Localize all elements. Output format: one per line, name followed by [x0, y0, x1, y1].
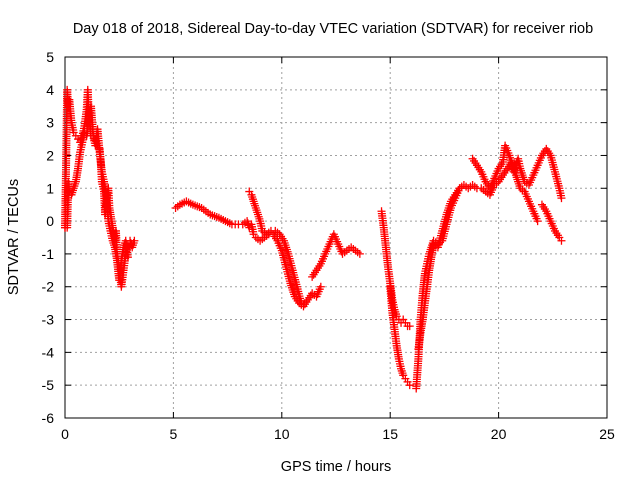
y-tick-label: -6 — [42, 410, 55, 426]
x-tick-label: 25 — [599, 426, 615, 442]
y-axis-label: SDTVAR / TECUs — [6, 179, 22, 295]
x-axis-label: GPS time / hours — [281, 459, 391, 475]
y-tick-label: -1 — [42, 246, 55, 262]
y-tick-label: 3 — [46, 115, 54, 131]
data-points — [61, 85, 566, 393]
y-tick-label: 5 — [46, 49, 54, 65]
y-tick-label: 0 — [46, 213, 54, 229]
grid-lines — [65, 57, 607, 418]
y-tick-label: 4 — [46, 82, 54, 98]
y-tick-label: 2 — [46, 147, 54, 163]
x-tick-label: 10 — [274, 426, 290, 442]
data-point — [405, 322, 414, 331]
data-point — [557, 236, 566, 245]
data-point — [533, 217, 542, 226]
x-tick-label: 20 — [491, 426, 507, 442]
data-point — [405, 381, 414, 390]
y-tick-label: -5 — [42, 377, 55, 393]
data-point — [557, 194, 566, 203]
data-point — [455, 184, 464, 193]
chart-title: Day 018 of 2018, Sidereal Day-to-day VTE… — [73, 21, 593, 37]
y-tick-label: -3 — [42, 312, 55, 328]
x-tick-label: 15 — [382, 426, 398, 442]
plot-frame — [64, 56, 608, 419]
data-point — [130, 236, 139, 245]
y-tick-label: -4 — [42, 344, 55, 360]
data-point — [316, 282, 325, 291]
axis-ticks: 0 5 10 15 20 25 -6 -5 -4 -3 -2 -1 0 1 2 3 4 5 — [42, 49, 615, 442]
data-point — [123, 253, 132, 262]
x-tick-label: 0 — [61, 426, 69, 442]
data-point — [297, 299, 306, 308]
y-tick-label: -2 — [42, 279, 55, 295]
data-point — [355, 249, 364, 258]
x-tick-label: 5 — [170, 426, 178, 442]
y-tick-label: 1 — [46, 180, 54, 196]
